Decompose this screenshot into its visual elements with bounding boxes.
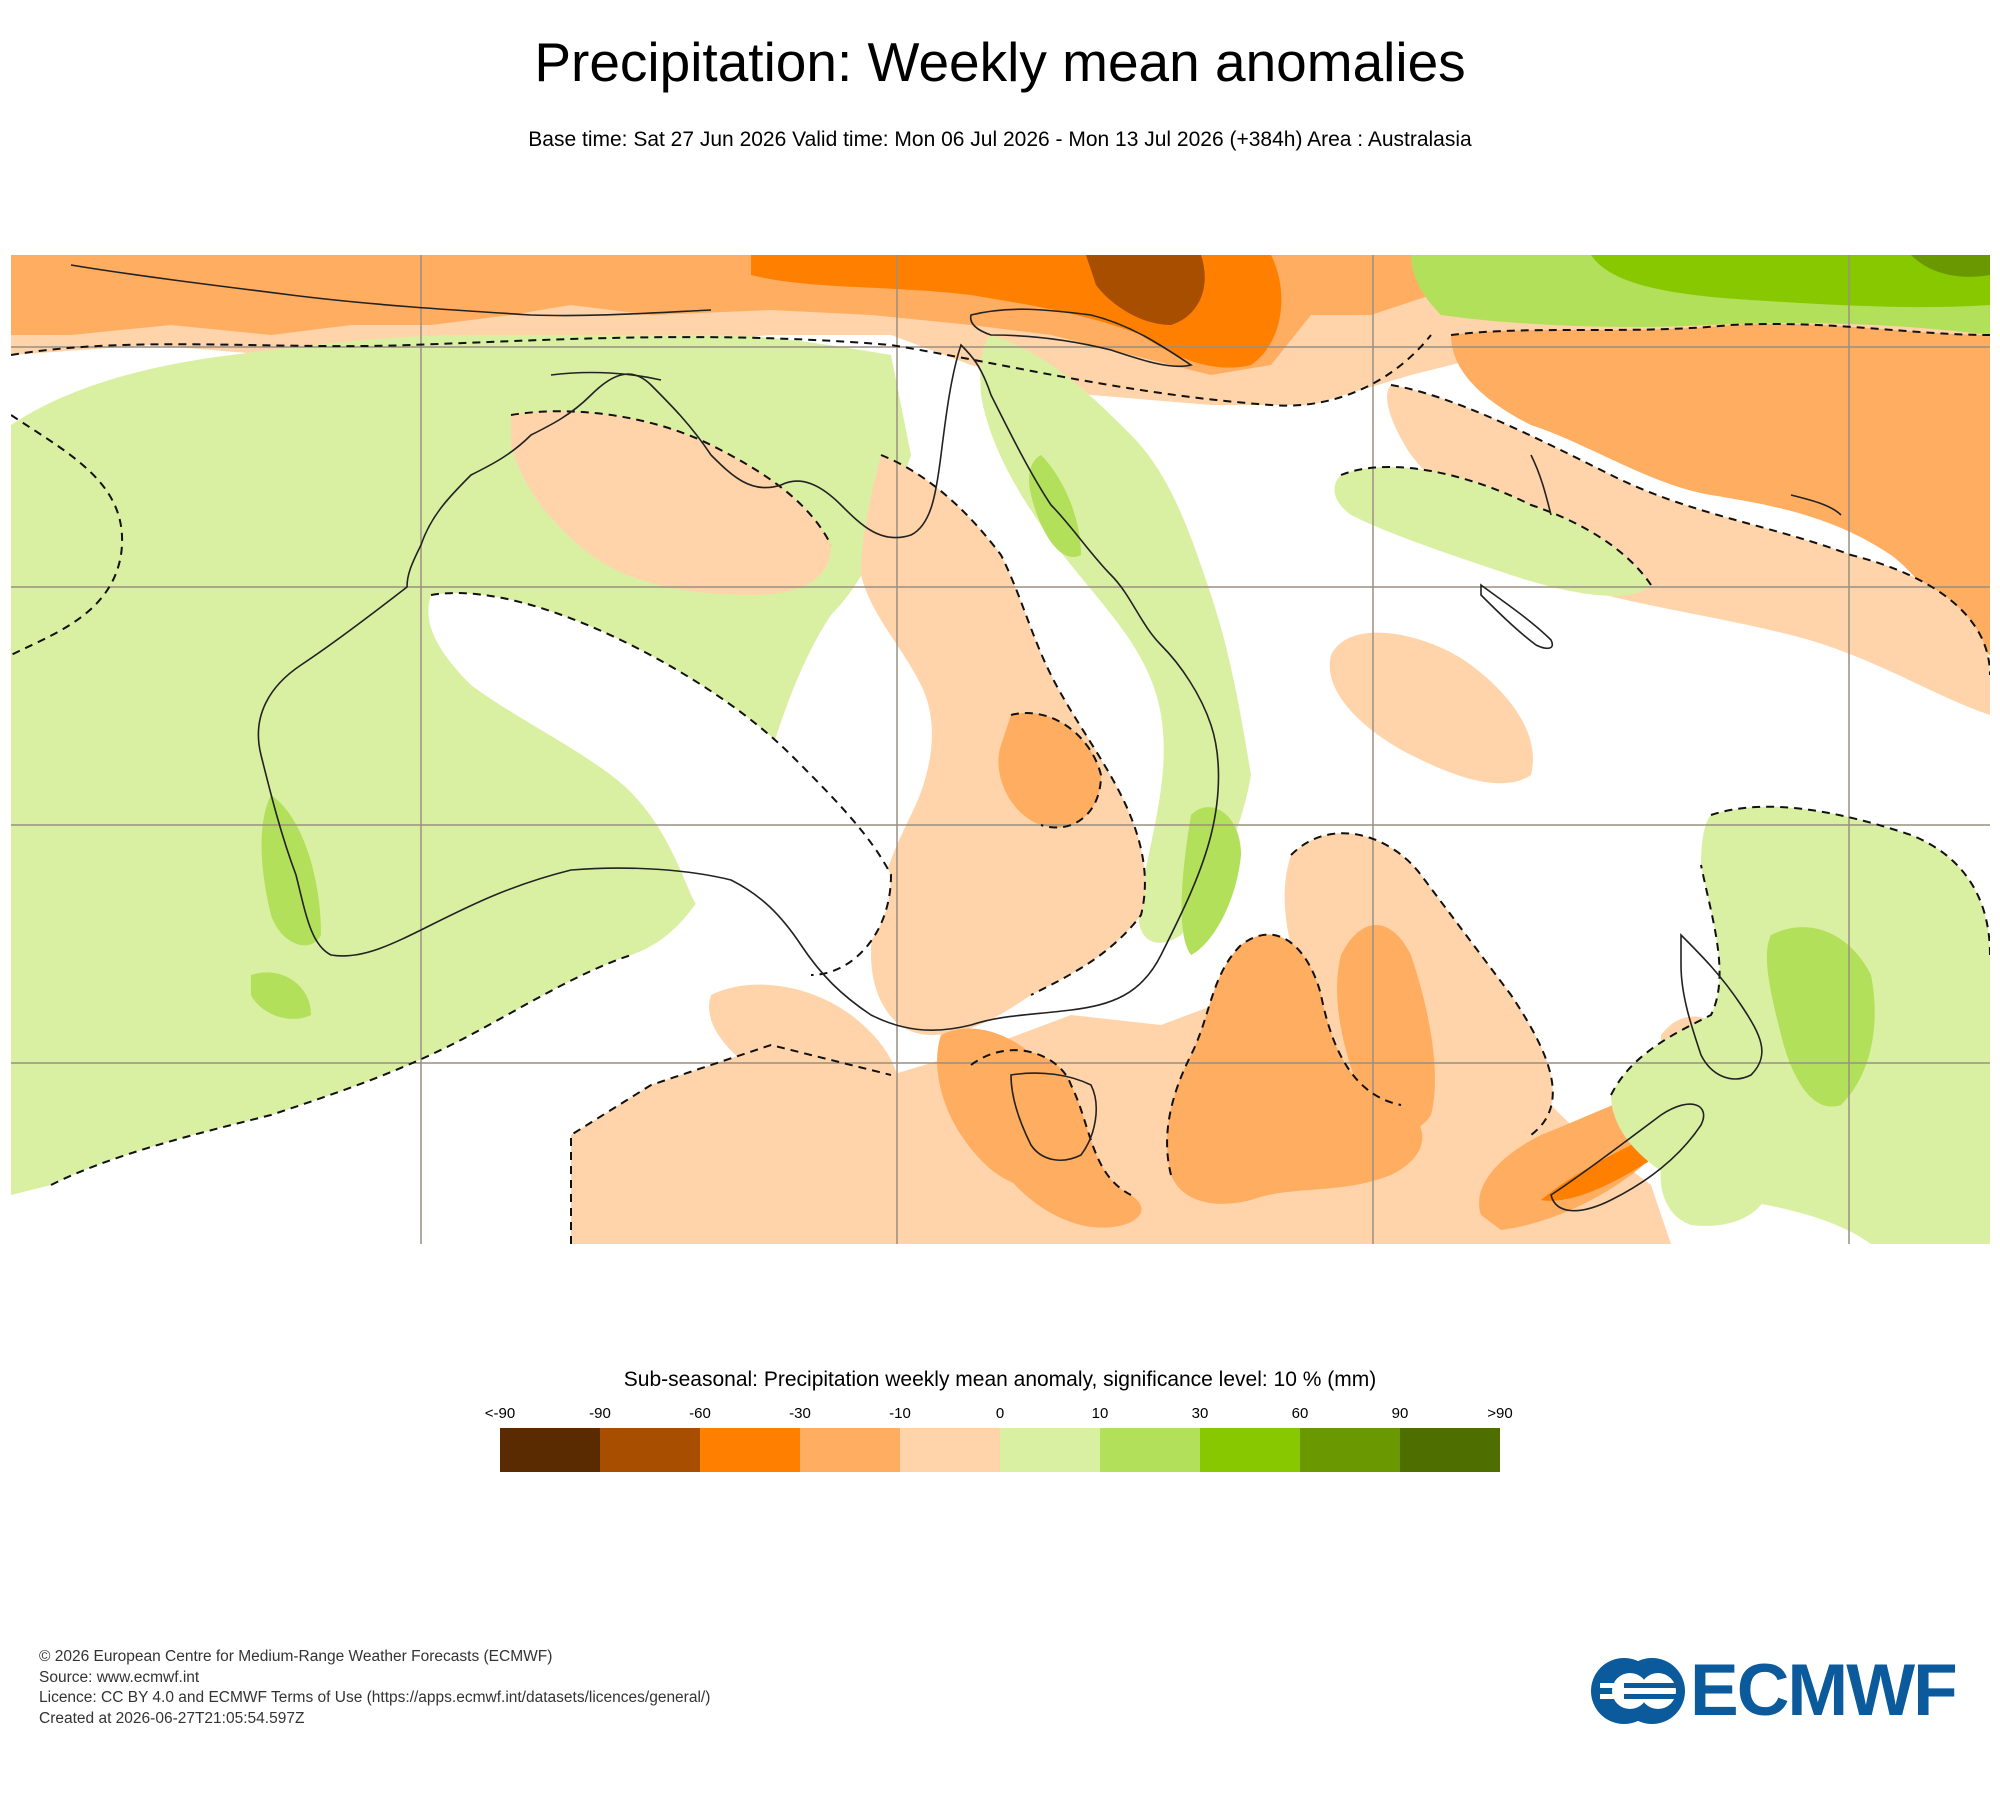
legend-swatch xyxy=(1100,1428,1200,1472)
anomaly-region-moderate-dry-tasmania xyxy=(937,1028,1070,1187)
footer-copyright: © 2026 European Centre for Medium-Range … xyxy=(39,1648,553,1665)
anomaly-region-light-wet-pacific-center xyxy=(1334,466,1651,596)
anomaly-map xyxy=(11,255,1990,1244)
vanuatu-coastline xyxy=(1530,454,1552,516)
anomaly-region-moderate-dry-pacific xyxy=(1451,323,1990,655)
anomaly-region-wet-sw-coast-2 xyxy=(251,972,311,1019)
ecmwf-logo-icon xyxy=(1591,1658,1685,1724)
anomaly-region-wet-east-queensland xyxy=(1029,455,1081,557)
legend-title: Sub-seasonal: Precipitation weekly mean … xyxy=(623,1368,1377,1391)
anomaly-region-strong-dry-png xyxy=(1086,255,1205,325)
legend-swatch xyxy=(1400,1428,1500,1472)
significance-contours xyxy=(11,323,1990,1244)
anomaly-region-light-dry-pacific xyxy=(1387,385,1990,715)
legend-tick-label: -60 xyxy=(689,1405,711,1422)
indonesia-coastline xyxy=(70,264,712,317)
legend-swatch xyxy=(700,1428,800,1472)
anomaly-region-moderate-dry-interior xyxy=(998,713,1101,828)
legend-tick-label: 0 xyxy=(995,1405,1005,1422)
new-caledonia-coastline xyxy=(1480,583,1554,650)
coastlines xyxy=(70,264,1842,1212)
legend-tick-label: -90 xyxy=(589,1405,611,1422)
anomaly-region-light-dry-sa xyxy=(709,984,899,1118)
legend-swatch xyxy=(900,1428,1000,1472)
legend-colorbar xyxy=(500,1428,1500,1472)
legend-tick-label: 10 xyxy=(1091,1405,1109,1422)
anomaly-region-wet-nz-north xyxy=(1766,927,1875,1107)
anomaly-region-white-central xyxy=(428,593,891,975)
anomaly-region-wet-sw-coast xyxy=(261,795,321,946)
anomaly-region-moderate-dry-tasman xyxy=(1167,934,1423,1204)
footer: © 2026 European Centre for Medium-Range … xyxy=(39,1647,710,1729)
anomaly-region-light-dry-north-australia xyxy=(511,411,831,595)
anomaly-region-moderate-dry-tasman-2 xyxy=(1337,925,1435,1133)
legend-tick-label: 60 xyxy=(1291,1405,1309,1422)
map-gridlines xyxy=(11,255,1990,1244)
chart-title: Precipitation: Weekly mean anomalies xyxy=(534,31,1466,93)
legend-swatch xyxy=(1300,1428,1400,1472)
footer-licence: Licence: CC BY 4.0 and ECMWF Terms of Us… xyxy=(39,1689,711,1706)
timor-coastline xyxy=(550,371,662,381)
legend-tick-label: 90 xyxy=(1391,1405,1409,1422)
legend-labels: <-90 -90 -60 -30 -10 0 10 30 60 90 >90 xyxy=(485,1405,1520,1425)
footer-created: Created at 2026-06-27T21:05:54.597Z xyxy=(39,1709,305,1727)
legend-swatch xyxy=(1000,1428,1100,1472)
australia-coastline xyxy=(257,343,1220,1031)
tasmania-coastline xyxy=(1010,1072,1097,1161)
legend-tick-label: >90 xyxy=(1487,1405,1513,1422)
anomaly-region-light-wet-nz-east xyxy=(1660,1127,1771,1226)
anomaly-region-wet-se-coast xyxy=(1181,807,1241,955)
chart-subtitle: Base time: Sat 27 Jun 2026 Valid time: M… xyxy=(528,128,1472,151)
footer-source: Source: www.ecmwf.int xyxy=(39,1668,200,1686)
legend-swatch xyxy=(1200,1428,1300,1472)
fiji-coastline xyxy=(1790,494,1842,516)
legend-swatch xyxy=(500,1428,600,1472)
nz-south-coastline xyxy=(1550,1103,1705,1212)
anomaly-region-light-dry-pacific-2 xyxy=(1329,632,1533,784)
legend-swatch xyxy=(600,1428,700,1472)
legend-tick-label: -10 xyxy=(889,1405,911,1422)
legend-tick-label: -30 xyxy=(789,1405,811,1422)
anomaly-region-extreme-wet-pacific-ne xyxy=(1911,255,1990,277)
png-coastline xyxy=(969,308,1193,368)
anomaly-region-very-wet-pacific-ne xyxy=(1591,255,1990,308)
ecmwf-logo-text: ECMWF xyxy=(1690,1650,1958,1731)
legend-swatch xyxy=(800,1428,900,1472)
ecmwf-logo: ECMWF xyxy=(1590,1650,1965,1731)
legend-tick-label: <-90 xyxy=(484,1405,516,1422)
nz-north-coastline xyxy=(1680,933,1763,1080)
legend-tick-label: 30 xyxy=(1191,1405,1209,1422)
